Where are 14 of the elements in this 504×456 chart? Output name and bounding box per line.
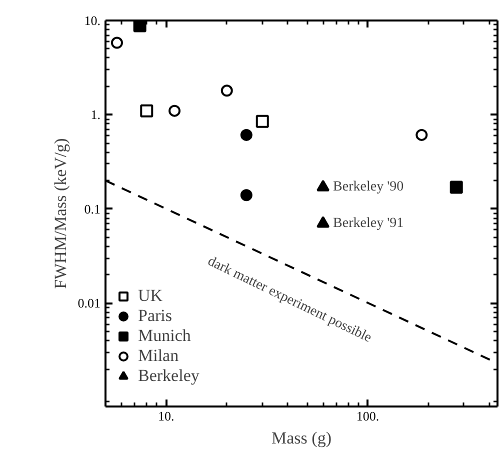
y-tick-label: 10.: [84, 13, 100, 28]
legend-label: Berkeley: [138, 366, 200, 386]
annotation: Berkeley '90: [333, 180, 404, 195]
y-tick-label: 0.1: [84, 201, 100, 216]
y-tick-label: 1.: [90, 107, 100, 122]
legend-label: UK: [138, 286, 163, 306]
y-tick-label: 0.01: [78, 296, 100, 311]
x-axis-title: Mass (g): [272, 428, 332, 448]
legend-label: Milan: [138, 346, 179, 366]
x-tick-label: 100.: [356, 408, 380, 424]
y-axis-title: FWHM/Mass (keV/g): [50, 138, 70, 289]
annotation: Berkeley '91: [333, 216, 404, 232]
legend-label: Paris: [138, 306, 172, 326]
legend-label: Munich: [138, 326, 191, 346]
